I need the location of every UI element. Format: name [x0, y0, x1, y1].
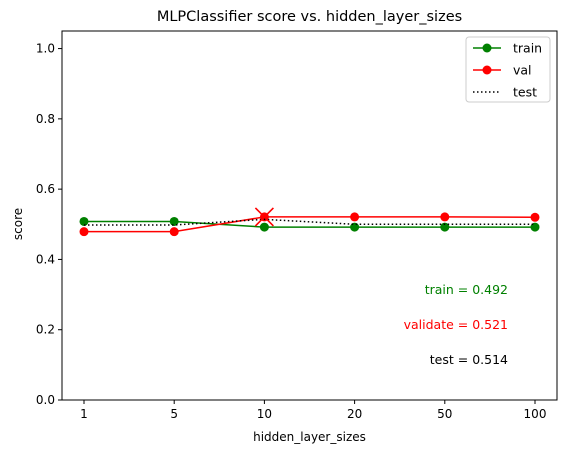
- data-point-train: [259, 222, 269, 232]
- x-tick-label: 100: [524, 407, 547, 421]
- x-tick-label: 20: [347, 407, 362, 421]
- x-tick-label: 5: [170, 407, 178, 421]
- y-tick-label: 0.8: [36, 112, 55, 126]
- data-point-val: [79, 227, 89, 237]
- y-tick-label: 0.4: [36, 252, 55, 266]
- series-line-test: [84, 218, 535, 226]
- axes-frame: [61, 30, 558, 401]
- legend-marker-val: [482, 65, 492, 75]
- data-point-train: [169, 216, 179, 226]
- data-point-train: [440, 222, 450, 232]
- x-tick-label: 1: [80, 407, 88, 421]
- x-axis-label: hidden_layer_sizes: [253, 430, 366, 444]
- data-point-val: [530, 212, 540, 222]
- plot-area: 0.0 0.2 0.4 0.6 0.8 1.0 1 5 10 20 50 100 train = 0.4…: [36, 30, 558, 421]
- legend-label-test: test: [513, 85, 537, 100]
- data-point-val: [440, 212, 450, 222]
- legend: train val test: [465, 36, 551, 103]
- legend-box: [465, 36, 551, 103]
- legend-marker-train: [482, 43, 492, 53]
- series-line-val: [84, 216, 536, 233]
- x-tick-label: 10: [257, 407, 272, 421]
- y-tick-label: 0.2: [36, 323, 55, 337]
- legend-label-val: val: [513, 63, 532, 78]
- y-tick-label: 1.0: [36, 42, 55, 56]
- data-point-val: [169, 227, 179, 237]
- score-annotation: test = 0.514: [430, 352, 508, 367]
- score-annotation: validate = 0.521: [404, 317, 508, 332]
- y-tick-label: 0.0: [36, 393, 55, 407]
- y-tick-label: 0.6: [36, 182, 55, 196]
- best-score-marker: [254, 207, 274, 227]
- score-annotation: train = 0.492: [425, 282, 508, 297]
- data-point-train: [79, 216, 89, 226]
- chart-title: MLPClassifier score vs. hidden_layer_siz…: [157, 9, 462, 25]
- legend-label-train: train: [513, 41, 542, 56]
- series-line-train: [84, 220, 535, 228]
- y-axis-label: score: [11, 208, 25, 240]
- data-point-train: [350, 222, 360, 232]
- x-tick-label: 50: [437, 407, 452, 421]
- data-point-val: [350, 212, 360, 222]
